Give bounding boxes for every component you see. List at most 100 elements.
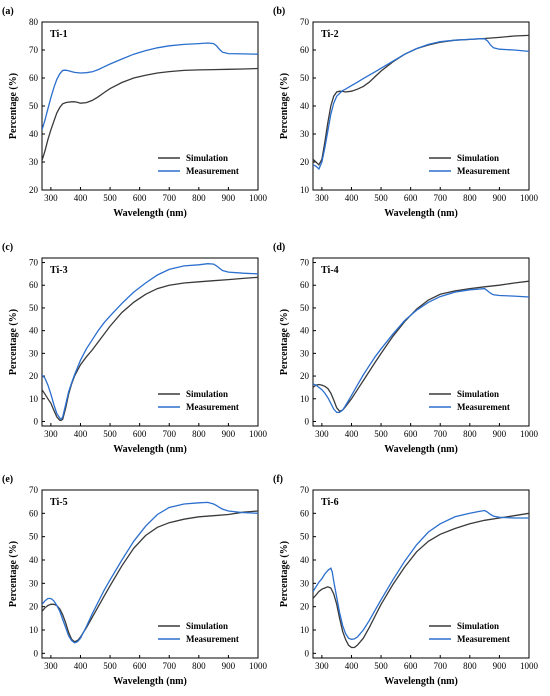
chart-panel-6: (f) Ti-6 300 400 500 600 700 800 900 1000 0 10 20 30 4…: [273, 474, 539, 687]
y-tick-label: 30: [29, 348, 39, 358]
x-axis-label: Wavelength (nm): [384, 676, 458, 687]
y-tick-label: 30: [300, 129, 310, 139]
plot-frame: [41, 257, 259, 427]
panel-title: Ti-1: [50, 29, 68, 40]
plot-frame: [312, 257, 530, 427]
y-tick-label: 30: [300, 578, 310, 588]
y-tick-label: 80: [29, 17, 39, 27]
y-tick-label: 20: [300, 371, 310, 381]
y-tick-label: 70: [29, 258, 39, 268]
y-tick-label: 0: [305, 648, 310, 658]
chart-panel-1: (a) Ti-1 300 400 500 600 700 800 900 1000 20 30 40 50…: [2, 6, 268, 219]
y-tick-label: 0: [34, 416, 39, 426]
y-tick-label: 10: [300, 185, 310, 195]
y-tick-label: 50: [29, 101, 39, 111]
series-line-measurement: [313, 38, 529, 171]
y-tick-label: 20: [300, 157, 310, 167]
x-tick-label: 1000: [249, 429, 268, 439]
series-line-measurement: [42, 501, 258, 644]
x-tick-label: 400: [74, 429, 88, 439]
x-tick-label: 400: [74, 193, 88, 203]
y-axis-label: Percentage (%): [8, 73, 19, 139]
x-axis-label: Wavelength (nm): [113, 676, 187, 687]
x-tick-label: 900: [222, 661, 236, 671]
y-tick-label: 20: [29, 371, 39, 381]
y-tick-label: 10: [300, 394, 310, 404]
x-tick-label: 1000: [520, 429, 539, 439]
y-tick-label: 50: [300, 73, 310, 83]
plot-frame: [41, 489, 259, 659]
series-line-simulation: [313, 512, 529, 649]
x-axis-label: Wavelength (nm): [113, 208, 187, 219]
x-tick-label: 900: [222, 193, 236, 203]
x-tick-label: 300: [44, 661, 58, 671]
legend-entry-simulation: Simulation: [186, 389, 228, 399]
x-tick-label: 800: [463, 429, 477, 439]
y-tick-label: 60: [29, 508, 39, 518]
x-tick-label: 500: [374, 661, 388, 671]
y-tick-label: 50: [300, 303, 310, 313]
x-tick-label: 400: [345, 661, 359, 671]
panel-label: (f): [273, 474, 283, 485]
legend-entry-simulation: Simulation: [457, 389, 499, 399]
x-tick-label: 700: [162, 193, 176, 203]
y-axis-label: Percentage (%): [279, 309, 290, 375]
legend-entry-simulation: Simulation: [457, 621, 499, 631]
y-tick-label: 60: [29, 280, 39, 290]
y-tick-label: 70: [300, 485, 310, 495]
x-tick-label: 600: [133, 429, 147, 439]
x-tick-label: 900: [222, 429, 236, 439]
y-tick-label: 10: [29, 394, 39, 404]
chart-panel-5: (e) Ti-5 300 400 500 600 700 800 900 1000 0 10 20 30 4…: [2, 474, 268, 687]
y-axis-label: Percentage (%): [8, 541, 19, 607]
y-tick-label: 70: [300, 258, 310, 268]
panel-title: Ti-3: [50, 265, 68, 276]
panel-label: (c): [2, 242, 13, 253]
x-tick-label: 700: [433, 429, 447, 439]
legend-entry-simulation: Simulation: [186, 621, 228, 631]
series-line-simulation: [42, 67, 258, 161]
plot-frame: [312, 489, 530, 659]
x-tick-label: 600: [404, 429, 418, 439]
plot-frame: [41, 21, 259, 191]
panel-title: Ti-4: [321, 265, 339, 276]
series-line-measurement: [42, 42, 258, 130]
legend-entry-measurement: Measurement: [457, 166, 510, 176]
x-tick-label: 500: [103, 429, 117, 439]
x-tick-label: 1000: [249, 193, 268, 203]
legend-entry-measurement: Measurement: [457, 402, 510, 412]
y-tick-label: 40: [29, 555, 39, 565]
y-tick-label: 60: [300, 45, 310, 55]
x-tick-label: 700: [433, 193, 447, 203]
x-axis-label: Wavelength (nm): [384, 208, 458, 219]
y-tick-label: 40: [29, 129, 39, 139]
x-axis-label: Wavelength (nm): [113, 444, 187, 455]
panel-title: Ti-2: [321, 29, 339, 40]
panel-label: (e): [2, 474, 13, 485]
y-tick-label: 40: [300, 101, 310, 111]
y-tick-label: 10: [300, 625, 310, 635]
x-tick-label: 900: [493, 193, 507, 203]
y-tick-label: 30: [29, 578, 39, 588]
series-line-simulation: [313, 34, 529, 166]
x-tick-label: 300: [315, 429, 329, 439]
chart-panel-3: (c) Ti-3 300 400 500 600 700 800 900 1000 0 10 20 30 4…: [2, 242, 268, 455]
x-tick-label: 1000: [249, 661, 268, 671]
panel-title: Ti-5: [50, 497, 68, 508]
series-line-simulation: [313, 280, 529, 412]
y-tick-label: 30: [300, 348, 310, 358]
x-tick-label: 600: [133, 193, 147, 203]
y-tick-label: 20: [29, 185, 39, 195]
x-tick-label: 700: [162, 429, 176, 439]
x-tick-label: 400: [345, 429, 359, 439]
legend-entry-measurement: Measurement: [186, 634, 239, 644]
y-tick-label: 60: [300, 508, 310, 518]
legend-entry-simulation: Simulation: [457, 153, 499, 163]
y-tick-label: 20: [29, 602, 39, 612]
panel-title: Ti-6: [321, 497, 339, 508]
y-tick-label: 70: [29, 485, 39, 495]
x-tick-label: 400: [74, 661, 88, 671]
x-tick-label: 500: [374, 429, 388, 439]
x-tick-label: 700: [433, 661, 447, 671]
